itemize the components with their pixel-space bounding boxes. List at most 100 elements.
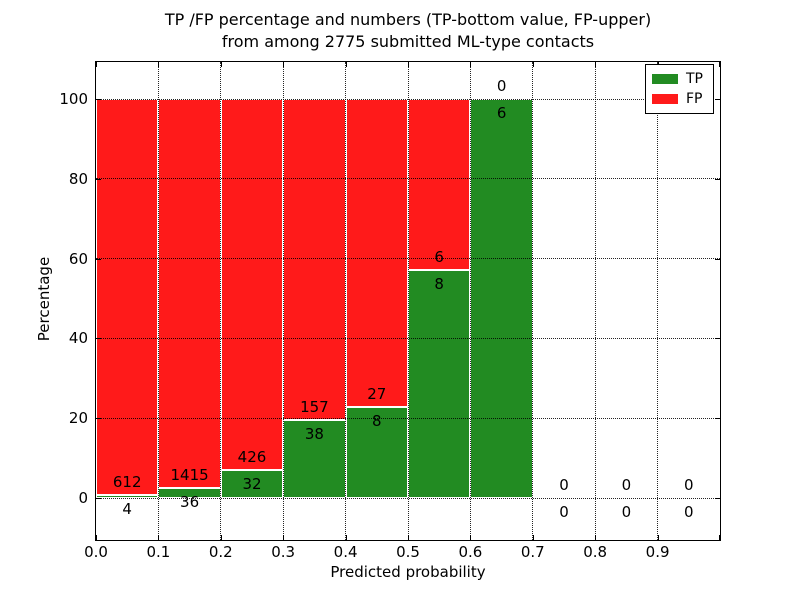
legend-label: FP xyxy=(686,91,703,107)
x-tick-mark xyxy=(220,62,222,67)
gridline-vertical xyxy=(407,62,409,540)
y-tick-mark xyxy=(715,178,720,180)
bar-label-fp: 27 xyxy=(367,384,387,403)
legend-item-tp: TP xyxy=(652,70,707,88)
legend-swatch-tp xyxy=(652,74,678,84)
chart-title-line2: from among 2775 submitted ML-type contac… xyxy=(221,32,595,51)
bar-label-tp: 38 xyxy=(304,425,324,444)
bar-label-tp: 32 xyxy=(242,475,262,494)
bar-label-tp: 0 xyxy=(684,503,694,521)
bar-fp-segment xyxy=(408,99,471,270)
gridline-vertical xyxy=(345,62,347,540)
x-tick-mark xyxy=(595,535,597,540)
y-tick-mark xyxy=(96,99,101,100)
y-tick-mark xyxy=(715,338,720,340)
bar-label-fp: 1415 xyxy=(170,466,209,485)
x-tick-label: 0.8 xyxy=(583,543,608,561)
bar-label-tp: 8 xyxy=(372,411,382,430)
gridline-vertical xyxy=(220,62,222,540)
bar-tp-segment xyxy=(158,488,221,498)
x-tick-label: 0.0 xyxy=(84,543,108,561)
x-tick-mark xyxy=(719,62,720,67)
x-tick-label: 0.9 xyxy=(645,543,670,561)
x-tick-label: 0.6 xyxy=(458,543,483,561)
x-tick-label: 0.5 xyxy=(396,543,420,561)
gridline-horizontal xyxy=(96,337,720,339)
bar-label-tp: 8 xyxy=(434,275,444,293)
bar-fp-segment xyxy=(345,99,408,407)
y-tick-mark xyxy=(96,418,101,420)
gridline-vertical xyxy=(657,62,659,540)
bar-fp-segment xyxy=(220,99,284,471)
bar-label-fp: 0 xyxy=(684,476,694,494)
chart-title: TP /FP percentage and numbers (TP-bottom… xyxy=(96,9,720,53)
x-tick-mark xyxy=(283,535,285,540)
x-tick-mark xyxy=(532,62,534,67)
y-tick-label: 60 xyxy=(68,249,88,268)
y-tick-mark xyxy=(715,99,720,100)
x-tick-mark xyxy=(408,62,409,67)
y-tick-label: 20 xyxy=(68,409,88,428)
gridline-vertical xyxy=(594,62,596,540)
y-tick-mark xyxy=(715,418,720,420)
x-axis-label: Predicted probability xyxy=(330,563,486,581)
bar-label-fp: 0 xyxy=(621,476,632,494)
gridline-vertical xyxy=(282,62,284,540)
bar-tp-segment xyxy=(220,470,284,498)
bar-tp-segment xyxy=(283,420,346,498)
legend-swatch-fp xyxy=(652,94,678,104)
gridline-horizontal xyxy=(96,417,720,419)
bar-label-tp: 6 xyxy=(496,104,507,122)
x-tick-mark xyxy=(96,62,97,67)
x-tick-mark xyxy=(220,535,222,540)
bar-label-fp: 426 xyxy=(237,448,267,467)
x-tick-mark xyxy=(470,62,472,67)
y-tick-mark xyxy=(715,258,720,260)
bar-label-tp: 4 xyxy=(122,500,132,519)
y-tick-mark xyxy=(96,178,101,180)
bar-label-tp: 0 xyxy=(559,503,569,521)
x-tick-mark xyxy=(96,535,97,540)
x-tick-mark xyxy=(470,535,472,540)
chart-title-line1: TP /FP percentage and numbers (TP-bottom… xyxy=(164,10,652,29)
legend-label: TP xyxy=(686,71,703,87)
gridline-horizontal xyxy=(96,497,720,499)
legend-item-fp: FP xyxy=(652,90,707,108)
bar-label-tp: 0 xyxy=(621,503,632,521)
x-tick-label: 0.7 xyxy=(520,543,545,561)
y-tick-mark xyxy=(96,338,101,340)
y-tick-mark xyxy=(96,258,101,260)
x-tick-mark xyxy=(158,535,160,540)
y-tick-label: 40 xyxy=(68,329,88,348)
gridline-vertical xyxy=(532,62,534,540)
gridline-horizontal xyxy=(96,178,720,180)
y-tick-mark xyxy=(715,498,720,499)
x-tick-mark xyxy=(595,62,597,67)
x-tick-mark xyxy=(657,535,659,540)
x-tick-mark xyxy=(345,535,347,540)
legend: TP FP xyxy=(645,64,714,114)
y-tick-label: 80 xyxy=(68,169,88,188)
x-tick-mark xyxy=(345,62,347,67)
bar-tp-segment xyxy=(470,99,533,498)
bar-label-tp: 36 xyxy=(180,493,200,512)
x-tick-mark xyxy=(283,62,285,67)
x-tick-label: 0.3 xyxy=(271,543,296,561)
bar-label-fp: 612 xyxy=(112,473,142,492)
gridline-vertical xyxy=(157,62,159,540)
x-tick-label: 0.1 xyxy=(146,543,171,561)
bar-label-fp: 6 xyxy=(434,248,444,266)
x-tick-mark xyxy=(532,535,534,540)
bar-label-fp: 0 xyxy=(496,77,507,95)
x-tick-label: 0.2 xyxy=(208,543,233,561)
bar-label-fp: 0 xyxy=(559,476,569,494)
gridline-vertical xyxy=(469,62,471,540)
plot-area: 612 4 1415 36 426 32 157 38 27 8 6 8 0 6 0 0 0 0 0 0 xyxy=(95,61,721,541)
x-tick-mark xyxy=(158,62,160,67)
y-tick-label: 0 xyxy=(78,489,88,507)
y-tick-mark xyxy=(96,498,101,499)
bar-fp-segment xyxy=(158,99,221,489)
bar-fp-segment xyxy=(96,99,159,496)
bar-fp-segment xyxy=(283,99,346,421)
